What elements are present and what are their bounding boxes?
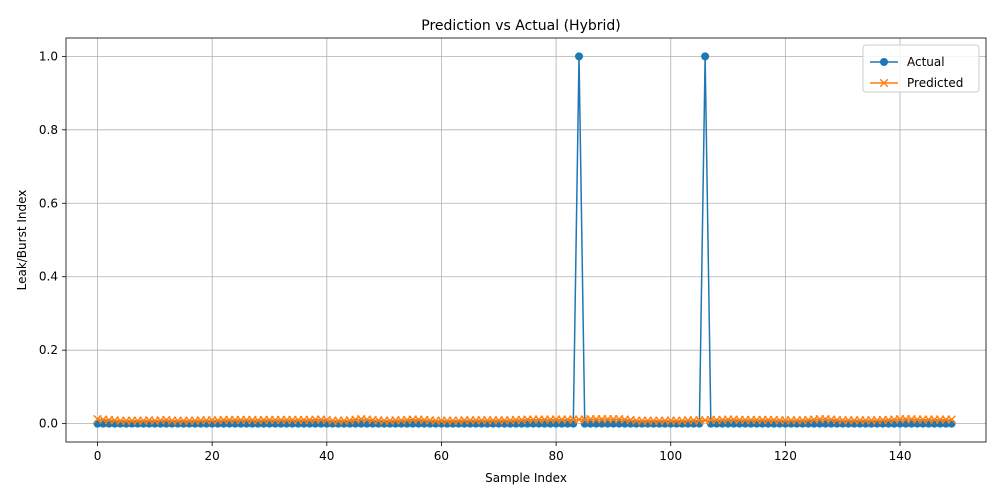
y-tick-label: 1.0 bbox=[39, 49, 58, 63]
y-tick-label: 0.4 bbox=[39, 270, 58, 284]
data-point-actual bbox=[661, 419, 670, 428]
data-point-actual bbox=[122, 419, 131, 428]
data-point-predicted bbox=[947, 415, 956, 424]
legend-box bbox=[862, 44, 980, 93]
data-point-actual bbox=[443, 419, 452, 428]
data-point-actual bbox=[385, 419, 394, 428]
data-point-actual bbox=[437, 419, 446, 428]
x-tick-label: 120 bbox=[774, 449, 797, 463]
x-tick-label: 140 bbox=[889, 449, 912, 463]
data-point-actual bbox=[133, 419, 142, 428]
legend-marker bbox=[879, 78, 889, 88]
legend: Actual Predicted bbox=[862, 44, 980, 93]
data-point-actual bbox=[340, 419, 349, 428]
data-point-actual bbox=[947, 419, 956, 428]
y-tick-label: 0.2 bbox=[39, 343, 58, 357]
series-predicted bbox=[93, 414, 956, 425]
chart-title: Prediction vs Actual (Hybrid) bbox=[421, 18, 621, 34]
y-tick-label: 0.8 bbox=[39, 123, 58, 137]
data-point-actual bbox=[168, 419, 177, 428]
data-point-actual bbox=[139, 419, 148, 428]
data-point-actual bbox=[127, 419, 136, 428]
data-point-actual bbox=[185, 419, 194, 428]
data-point-actual bbox=[190, 419, 199, 428]
data-point-actual bbox=[431, 419, 440, 428]
data-point-actual bbox=[649, 419, 658, 428]
y-tick-label: 0.0 bbox=[39, 417, 58, 431]
data-point-actual bbox=[632, 419, 641, 428]
data-point-actual bbox=[179, 419, 188, 428]
data-point-actual bbox=[701, 52, 710, 61]
data-point-actual bbox=[150, 419, 159, 428]
x-axis-ticks: 0 20 40 60 80 100 120 140 bbox=[94, 442, 912, 463]
y-axis-ticks: 0.0 0.2 0.4 0.6 0.8 1.0 bbox=[39, 49, 66, 431]
legend-item-actual: Actual bbox=[870, 55, 945, 69]
data-point-actual bbox=[380, 419, 389, 428]
x-tick-label: 0 bbox=[94, 449, 102, 463]
data-point-actual bbox=[454, 419, 463, 428]
data-point-actual bbox=[448, 419, 457, 428]
x-tick-label: 20 bbox=[205, 449, 220, 463]
legend-item-predicted: Predicted bbox=[870, 76, 963, 90]
data-point-actual bbox=[334, 419, 343, 428]
y-axis-label: Leak/Burst Index bbox=[15, 190, 29, 291]
y-tick-label: 0.6 bbox=[39, 196, 58, 210]
series-layer bbox=[93, 52, 956, 428]
data-point-actual bbox=[638, 419, 647, 428]
data-point-actual bbox=[666, 419, 675, 428]
data-point-actual bbox=[672, 419, 681, 428]
data-point-actual bbox=[328, 419, 337, 428]
legend-label: Predicted bbox=[907, 76, 963, 90]
legend-marker bbox=[880, 58, 888, 66]
x-tick-label: 60 bbox=[434, 449, 449, 463]
plot-frame bbox=[65, 37, 987, 443]
x-tick-label: 100 bbox=[659, 449, 682, 463]
data-point-actual bbox=[643, 419, 652, 428]
x-tick-label: 40 bbox=[319, 449, 334, 463]
data-point-actual bbox=[678, 419, 687, 428]
data-point-actual bbox=[575, 52, 584, 61]
x-axis-label: Sample Index bbox=[485, 471, 567, 485]
data-point-actual bbox=[569, 419, 578, 428]
data-point-actual bbox=[116, 419, 125, 428]
data-point-actual bbox=[173, 419, 182, 428]
data-point-actual bbox=[655, 419, 664, 428]
x-tick-label: 80 bbox=[548, 449, 563, 463]
legend-label: Actual bbox=[907, 55, 945, 69]
